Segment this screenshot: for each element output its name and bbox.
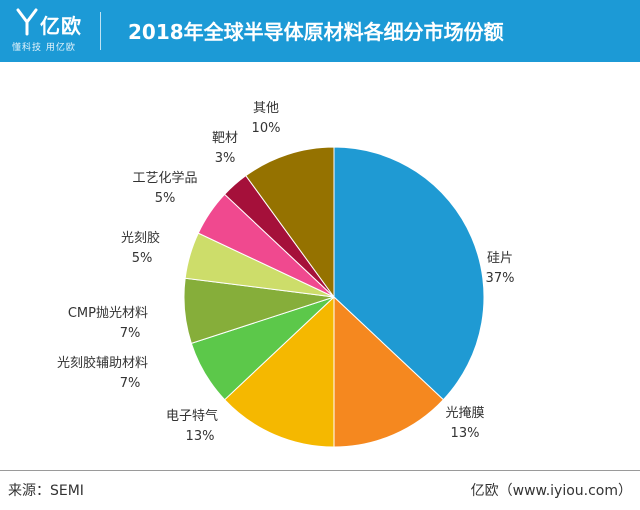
yiou-logo-icon [16, 8, 38, 36]
slice-value-label: 13% [186, 429, 215, 444]
header-divider [100, 12, 101, 50]
brand-credit: 亿欧（www.iyiou.com） [470, 483, 632, 499]
slice-value-label: 13% [451, 426, 480, 441]
slice-value-label: 3% [215, 151, 236, 166]
slice-value-label: 37% [486, 271, 515, 286]
logo-slogan: 懂科技 用亿欧 [12, 43, 76, 53]
pie-slice-9 [245, 146, 335, 299]
pie-chart: 硅片 37% 光掩膜 13% 电子特气 13% 光刻胶辅助材料 7% CMP抛光材料 7% 光刻胶 5… [57, 101, 515, 448]
slice-category-label: CMP抛光材料 [68, 306, 148, 321]
pie-slice-1 [333, 146, 485, 401]
slice-value-label: 5% [132, 251, 153, 266]
footer-divider [0, 470, 640, 471]
page-title: 2018年全球半导体原材料各细分市场份额 [128, 20, 504, 44]
header-banner: 亿欧 懂科技 用亿欧 2018年全球半导体原材料各细分市场份额 [0, 0, 640, 62]
pie-slice-2 [333, 295, 445, 448]
slice-category-label: 光刻胶辅助材料 [57, 355, 148, 371]
slice-category-label: 硅片 [487, 251, 513, 266]
slice-value-label: 5% [155, 191, 176, 206]
slice-category-label: 光掩膜 [445, 406, 484, 421]
slice-category-label: 电子特气 [166, 408, 218, 424]
slice-value-label: 7% [120, 376, 141, 391]
slice-value-label: 10% [252, 121, 281, 136]
logo[interactable]: 亿欧 懂科技 用亿欧 [12, 6, 90, 58]
source-note: 来源：SEMI [8, 483, 84, 499]
logo-name: 亿欧 [40, 14, 82, 38]
pie-slice-3 [223, 295, 335, 448]
slice-category-label: 其他 [253, 101, 279, 116]
slice-value-label: 7% [120, 326, 141, 341]
slice-category-label: 工艺化学品 [132, 170, 197, 186]
slice-category-label: 靶材 [212, 131, 238, 146]
slice-category-label: 光刻胶 [121, 230, 160, 246]
